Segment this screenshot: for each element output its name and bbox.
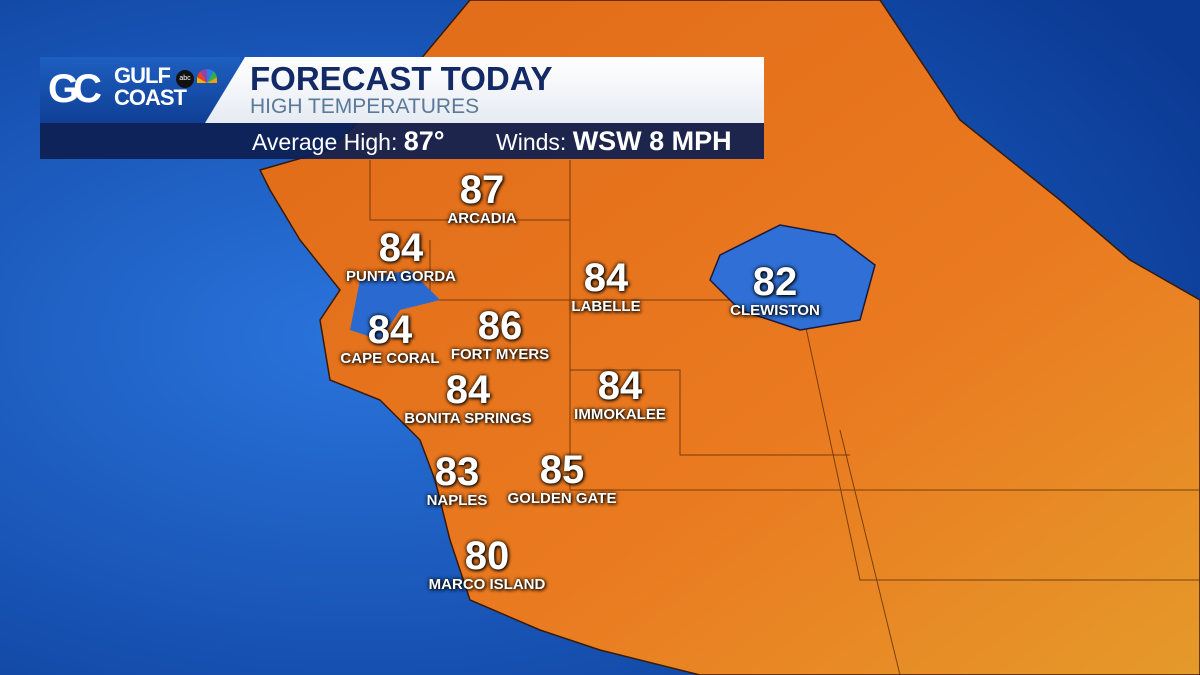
winds-label: Winds: bbox=[496, 129, 567, 155]
city-name: LABELLE bbox=[571, 298, 641, 315]
city-label: 84 CAPE CORAL bbox=[340, 310, 439, 367]
city-label: 85 GOLDEN GATE bbox=[508, 450, 617, 507]
city-temperature: 85 bbox=[539, 448, 585, 492]
city-name: FORT MYERS bbox=[450, 346, 550, 363]
city-name: MARCO ISLAND bbox=[428, 576, 546, 593]
average-high-label: Average High: bbox=[252, 129, 398, 155]
city-temperature: 84 bbox=[597, 364, 643, 408]
city-temperature: 84 bbox=[583, 256, 629, 300]
city-label: 82 CLEWISTON bbox=[730, 262, 820, 319]
brand-line1: GULF bbox=[114, 63, 171, 88]
county-lines bbox=[369, 160, 1200, 675]
brand-line2: COAST bbox=[114, 85, 187, 110]
brand-name: GULF COAST bbox=[114, 63, 187, 110]
city-name: CAPE CORAL bbox=[340, 350, 440, 367]
station-logo: GC GULF COAST abc bbox=[40, 57, 240, 123]
city-label: 84 IMMOKALEE bbox=[574, 366, 666, 423]
city-name: BONITA SPRINGS bbox=[404, 410, 532, 427]
city-temperature: 80 bbox=[464, 534, 510, 578]
winds-value: WSW 8 MPH bbox=[572, 126, 732, 156]
city-label: 83 NAPLES bbox=[427, 452, 488, 509]
city-label: 87 ARCADIA bbox=[447, 170, 516, 227]
average-high-value: 87° bbox=[403, 126, 445, 156]
city-name: GOLDEN GATE bbox=[507, 490, 617, 507]
city-temperature: 84 bbox=[367, 308, 413, 352]
stats-bar: Average High: 87° Winds: WSW 8 MPH bbox=[40, 123, 764, 159]
city-temperature: 87 bbox=[459, 168, 505, 212]
city-temperature: 86 bbox=[477, 304, 523, 348]
city-temperature: 82 bbox=[752, 260, 798, 304]
land-mass bbox=[258, 0, 1200, 675]
city-name: ARCADIA bbox=[447, 210, 517, 227]
city-label: 84 BONITA SPRINGS bbox=[404, 370, 532, 427]
city-label: 84 PUNTA GORDA bbox=[346, 228, 456, 285]
city-temperature: 84 bbox=[378, 226, 424, 270]
city-name: PUNTA GORDA bbox=[346, 268, 456, 285]
page-title: FORECAST TODAY bbox=[250, 60, 553, 97]
lake-okeechobee bbox=[709, 224, 876, 331]
gc-logo-mark: GC bbox=[48, 67, 102, 111]
city-name: CLEWISTON bbox=[730, 302, 820, 319]
city-temperature: 84 bbox=[445, 368, 491, 412]
title-panel bbox=[205, 57, 764, 123]
charlotte-harbor bbox=[350, 270, 440, 340]
city-temperature: 83 bbox=[434, 450, 480, 494]
city-label: 80 MARCO ISLAND bbox=[429, 536, 546, 593]
city-label: 84 LABELLE bbox=[571, 258, 640, 315]
city-label: 86 FORT MYERS bbox=[451, 306, 549, 363]
nbc-peacock-icon bbox=[197, 69, 217, 83]
page-subtitle: HIGH TEMPERATURES bbox=[250, 95, 480, 118]
city-name: IMMOKALEE bbox=[574, 406, 666, 423]
city-name: NAPLES bbox=[426, 492, 488, 509]
forecast-banner: GC GULF COAST abc FORECAST TODAY HIGH TEM… bbox=[40, 57, 764, 159]
abc-logo-icon: abc bbox=[176, 70, 194, 88]
